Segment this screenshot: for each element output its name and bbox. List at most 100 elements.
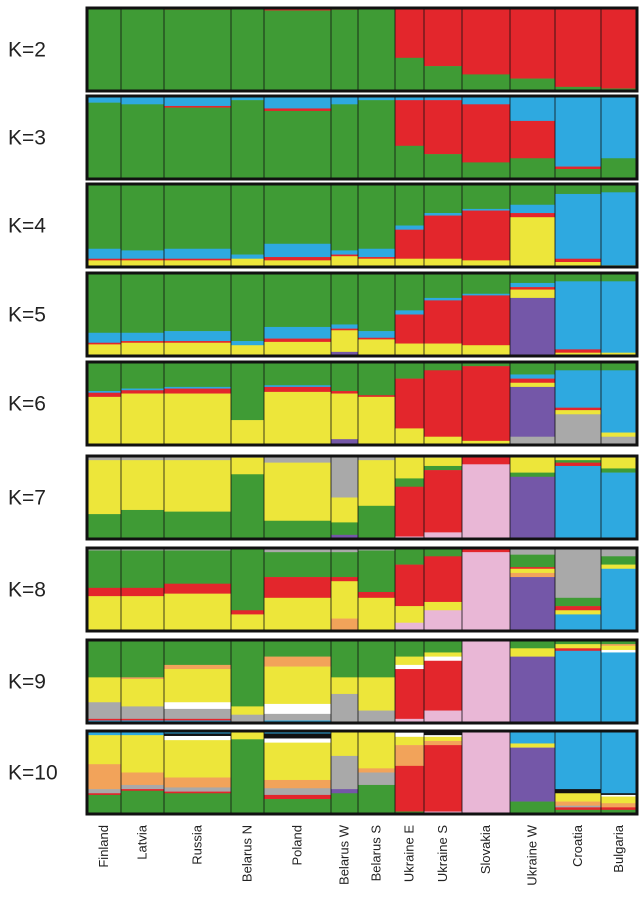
bar-segment-purple bbox=[510, 747, 555, 802]
k-label: K=4 bbox=[8, 215, 46, 238]
bar-segment-red bbox=[87, 392, 121, 398]
bar-segment-blue bbox=[358, 96, 395, 101]
bar-segment-red bbox=[462, 104, 510, 163]
bar-segment-yellow bbox=[358, 396, 395, 446]
bar-segment-gray bbox=[87, 789, 121, 794]
bar-segment-green bbox=[462, 74, 510, 92]
bar-segment-green bbox=[424, 273, 462, 299]
bar-segment-green bbox=[331, 552, 358, 578]
bar-segment-white bbox=[601, 649, 637, 653]
bar-segment-blue bbox=[87, 391, 121, 394]
bar-segment-blue bbox=[358, 248, 395, 258]
population-label: Belarus S bbox=[369, 825, 384, 882]
bar-segment-red bbox=[462, 456, 510, 465]
bar-segment-orange bbox=[555, 801, 601, 806]
bar-segment-yellow bbox=[121, 460, 164, 511]
population-label: Russia bbox=[190, 824, 205, 865]
bar-segment-orange bbox=[264, 656, 331, 667]
bar-segment-yellow bbox=[424, 601, 462, 611]
bar-segment-green bbox=[87, 8, 121, 92]
bar-segment-green bbox=[164, 184, 231, 250]
bar-segment-yellow bbox=[87, 460, 121, 515]
bar-segment-yellow bbox=[395, 428, 424, 446]
bar-segment-green bbox=[424, 362, 462, 371]
bar-segment-yellow bbox=[601, 432, 637, 437]
bar-segment-green bbox=[164, 362, 231, 388]
panel-k3: K=3 bbox=[8, 94, 639, 181]
bar-segment-red bbox=[424, 215, 462, 259]
bar-segment-yellow bbox=[231, 731, 264, 740]
bar-segment-gray bbox=[331, 548, 358, 553]
k-label: K=9 bbox=[8, 671, 46, 694]
bar-segment-blue bbox=[424, 96, 462, 101]
bar-segment-red bbox=[424, 8, 462, 67]
bar-segment-red bbox=[424, 745, 462, 812]
bar-segment-yellow bbox=[87, 596, 121, 632]
bar-segment-blue bbox=[358, 331, 395, 339]
bar-segment-green bbox=[555, 809, 601, 815]
bar-segment-green bbox=[121, 640, 164, 678]
bar-segment-blue bbox=[87, 731, 121, 736]
bar-segment-red bbox=[87, 793, 121, 796]
bar-segment-blue bbox=[601, 472, 637, 540]
bar-segment-red bbox=[264, 794, 331, 800]
bar-segment-purple bbox=[510, 386, 555, 437]
bar-segment-blue bbox=[555, 614, 601, 632]
bar-segment-red bbox=[87, 718, 121, 721]
bar-segment-gray bbox=[264, 713, 331, 721]
bar-segment-red bbox=[164, 791, 231, 794]
bar-segment-yellow bbox=[164, 460, 231, 512]
bar-segment-yellow bbox=[264, 391, 331, 446]
bar-segment-gray bbox=[331, 456, 358, 498]
bar-segment-gray bbox=[264, 788, 331, 796]
bar-segment-red bbox=[87, 342, 121, 345]
bar-segment-blue bbox=[264, 326, 331, 339]
bar-segment-yellow bbox=[424, 736, 462, 742]
bar-segment-red bbox=[601, 8, 637, 89]
bar-segment-yellow bbox=[231, 420, 264, 446]
bar-segment-green bbox=[331, 184, 358, 251]
bar-segment-green bbox=[358, 362, 395, 396]
bar-segment-yellow bbox=[358, 339, 395, 357]
bar-segment-gray bbox=[121, 784, 164, 790]
bar-segment-green bbox=[264, 799, 331, 815]
bar-segment-gray bbox=[358, 456, 395, 461]
bar-segment-red bbox=[555, 648, 601, 652]
bar-segment-red bbox=[510, 213, 555, 218]
bar-segment-yellow bbox=[555, 262, 601, 268]
bar-segment-green bbox=[601, 273, 637, 282]
bar-segment-red bbox=[424, 370, 462, 437]
bar-segment-yellow bbox=[601, 564, 637, 570]
bar-segment-green bbox=[358, 273, 395, 332]
bar-segment-red bbox=[424, 556, 462, 603]
bar-segment-gray bbox=[164, 787, 231, 792]
bar-segment-green bbox=[264, 110, 331, 180]
bar-segment-green bbox=[395, 145, 424, 180]
bar-segment-gray bbox=[555, 548, 601, 599]
bar-segment-red bbox=[555, 258, 601, 263]
bar-segment-red bbox=[395, 229, 424, 259]
bar-segment-pink bbox=[424, 610, 462, 632]
bar-segment-red bbox=[164, 258, 231, 261]
bar-segment-yellow bbox=[424, 343, 462, 357]
bar-segment-green bbox=[87, 794, 121, 815]
bar-segment-gray bbox=[164, 456, 231, 461]
bar-segment-yellow bbox=[231, 345, 264, 357]
bar-segment-red bbox=[395, 314, 424, 344]
bar-segment-red bbox=[424, 100, 462, 155]
bar-segment-red bbox=[231, 610, 264, 615]
bar-segment-gray bbox=[264, 548, 331, 553]
bar-segment-yellow bbox=[264, 341, 331, 357]
bar-segment-green bbox=[121, 104, 164, 180]
panel-frame bbox=[85, 638, 639, 725]
bar-segment-yellow bbox=[358, 597, 395, 632]
bar-segment-yellow bbox=[264, 462, 331, 522]
bar-segment-red bbox=[164, 341, 231, 344]
bar-segment-black bbox=[555, 789, 601, 794]
bar-segment-purple bbox=[331, 351, 358, 357]
bar-segment-blue bbox=[264, 385, 331, 388]
bar-segment-blue bbox=[601, 281, 637, 353]
bar-segment-green bbox=[231, 184, 264, 255]
bar-segment-yellow bbox=[331, 330, 358, 353]
bar-segment-orange bbox=[331, 618, 358, 632]
